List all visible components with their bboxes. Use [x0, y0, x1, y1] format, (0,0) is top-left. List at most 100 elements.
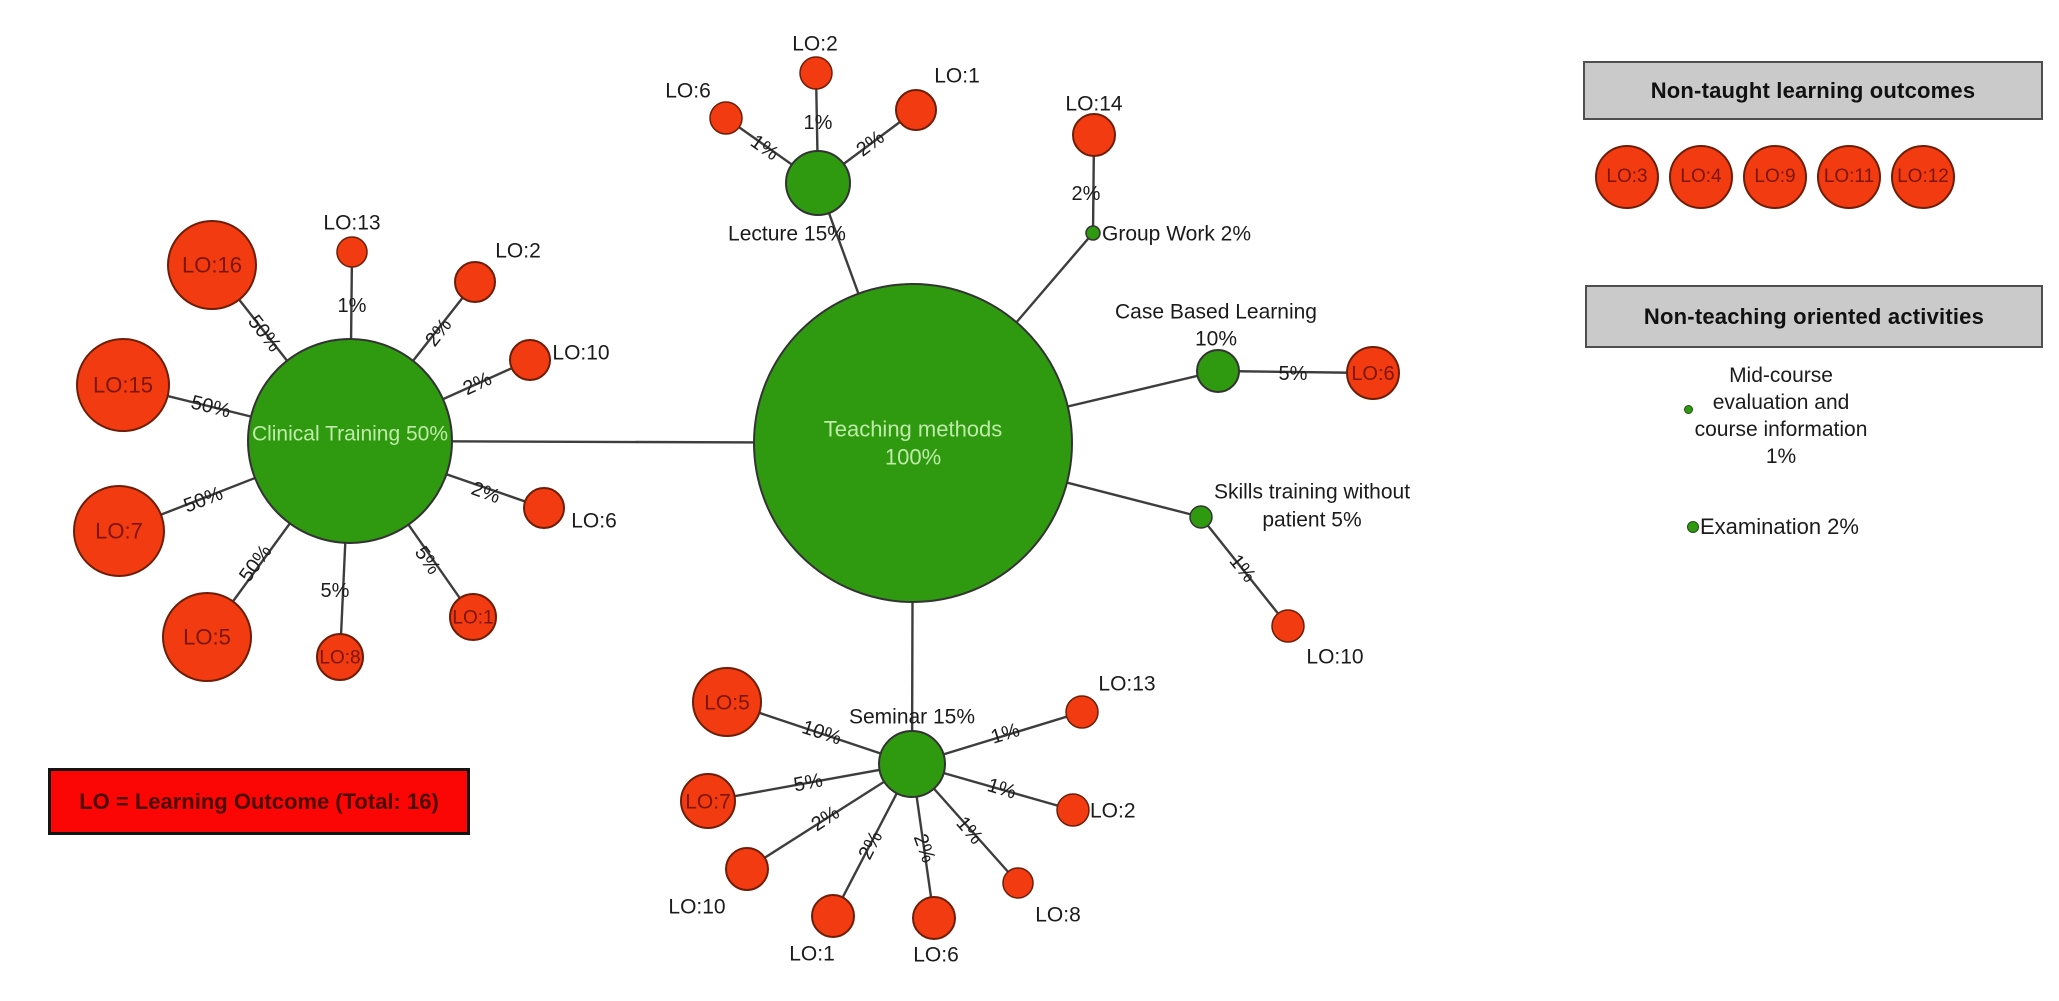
nodes-layer [73, 56, 1400, 940]
node-l-lo6 [709, 101, 743, 135]
node-label-groupwork: Group Work 2% [1102, 222, 1251, 245]
node-c-lo5 [162, 592, 252, 682]
node-c-lo10 [509, 339, 551, 381]
edge-weight-label-c-lo8: 5% [321, 580, 350, 602]
edge-weight-label-c-lo7: 50% [181, 482, 226, 517]
lo-abbreviation-note-text: LO = Learning Outcome (Total: 16) [79, 788, 439, 814]
node-label-c-lo6: LO:6 [571, 509, 617, 532]
non-taught-outcome-lo-3: LO:3 [1595, 145, 1659, 209]
node-label-teaching-line1: Teaching methods [824, 417, 1003, 442]
node-label-sem-lo10: LO:10 [668, 895, 725, 918]
node-label-l-lo2: LO:2 [792, 32, 838, 55]
node-c-lo15 [76, 338, 170, 432]
edge-weight-label-sem-lo6: 2% [909, 831, 940, 866]
non-taught-outcome-lo-12: LO:12 [1891, 145, 1955, 209]
edge-weight-label-c-lo5: 50% [235, 541, 276, 586]
node-cbl [1196, 349, 1240, 393]
node-c-lo1 [449, 593, 497, 641]
node-label-cbl-line1: Case Based Learning [1115, 300, 1317, 323]
edge-weight-label-c-lo1: 5% [410, 542, 445, 578]
non-taught-outcome-lo-4: LO:4 [1669, 145, 1733, 209]
node-c-lo16 [167, 220, 257, 310]
node-sem-lo1 [811, 894, 855, 938]
non-taught-outcome-lo-11: LO:11 [1817, 145, 1881, 209]
node-label-l-lo1: LO:1 [934, 64, 980, 87]
edge-weight-label-sk-lo10: 1% [1225, 550, 1260, 586]
midcourse-label-line3: course information [1694, 418, 1868, 441]
edge-weight-label-sem-lo2: 1% [985, 774, 1019, 804]
node-teaching [753, 283, 1073, 603]
node-label-lecture: Lecture 15% [728, 222, 846, 245]
node-label-c-lo1: LO:1 [452, 608, 493, 629]
node-sem-lo5 [692, 667, 762, 737]
edge-weight-label-c-lo15: 50% [189, 391, 233, 422]
node-sk-lo10 [1271, 609, 1305, 643]
node-g-lo14 [1072, 113, 1116, 157]
node-label-teaching-line2: 100% [885, 445, 941, 470]
node-skills [1189, 505, 1213, 529]
node-label-sem-lo2: LO:2 [1090, 799, 1136, 822]
midcourse-label-line1: Mid-course [1729, 364, 1833, 387]
node-label-skills-line1: Skills training without [1214, 480, 1410, 503]
node-label-seminar: Seminar 15% [849, 705, 975, 728]
node-label-sem-lo7: LO:7 [685, 790, 731, 813]
node-sem-lo13 [1065, 695, 1099, 729]
node-sem-lo2 [1056, 793, 1090, 827]
node-l-lo2 [799, 56, 833, 90]
node-label-skills-line2: patient 5% [1262, 508, 1361, 531]
node-lecture [785, 150, 851, 216]
node-label-c-lo10: LO:10 [552, 341, 609, 364]
node-clinical [247, 338, 453, 544]
node-label-clinical: Clinical Training 50% [252, 422, 448, 445]
edge-weight-label-c-lo6: 2% [468, 478, 503, 509]
legend-non-teaching-activities-header: Non-teaching oriented activities [1585, 285, 2043, 348]
node-label-c-lo7: LO:7 [95, 519, 143, 544]
node-c-lo8 [316, 633, 364, 681]
node-label-sem-lo1: LO:1 [789, 942, 835, 965]
node-label-cb-lo6: LO:6 [1351, 363, 1394, 385]
edge-weight-label-c-lo13: 1% [338, 295, 367, 317]
node-groupwork [1085, 225, 1101, 241]
node-c-lo6 [523, 487, 565, 529]
edge-weight-label-sem-lo7: 5% [792, 769, 825, 796]
edge-skills-sk-lo10 [1199, 515, 1290, 628]
activity-midcourse-label: Mid-course evaluation and course informati… [1651, 362, 1911, 470]
node-label-c-lo13: LO:13 [323, 211, 380, 234]
edge-weight-label-l-lo1: 2% [852, 126, 888, 161]
node-label-sem-lo8: LO:8 [1035, 903, 1081, 926]
edge-weight-label-g-lo14: 2% [1072, 183, 1101, 205]
edge-seminar-sem-lo7 [706, 762, 914, 803]
non-taught-outcomes-row: LO:3 LO:4 LO:9 LO:11 LO:12 [1595, 145, 1955, 209]
node-label-c-lo16: LO:16 [182, 253, 242, 278]
labels-layer: 50%1%2%2%2%5%5%50%50%50%1%1%2%2%5%1%10%5… [93, 32, 1410, 966]
legend-non-taught-title: Non-taught learning outcomes [1650, 77, 1976, 103]
lo-abbreviation-note-box: LO = Learning Outcome (Total: 16) [48, 768, 470, 835]
node-label-l-lo6: LO:6 [665, 79, 711, 102]
edge-weight-label-sem-lo5: 10% [799, 716, 844, 749]
node-label-c-lo15: LO:15 [93, 373, 153, 398]
activity-examination-label: Examination 2% [1700, 514, 1859, 539]
node-label-c-lo2: LO:2 [495, 239, 541, 262]
edge-weight-label-sem-lo13: 1% [988, 719, 1022, 749]
midcourse-bullet-icon [1684, 405, 1693, 414]
edge-weight-label-sem-lo1: 2% [855, 827, 888, 863]
node-label-sk-lo10: LO:10 [1306, 645, 1363, 668]
node-label-cbl-line2: 10% [1195, 327, 1237, 350]
node-sem-lo7 [680, 773, 736, 829]
midcourse-label-line2: evaluation and [1712, 391, 1850, 414]
edge-weight-label-c-lo10: 2% [460, 368, 496, 400]
midcourse-label-line4: 1% [1765, 445, 1797, 468]
node-sem-lo8 [1002, 867, 1034, 899]
node-label-c-lo5: LO:5 [183, 625, 231, 650]
node-seminar [878, 730, 946, 798]
node-c-lo2 [454, 261, 496, 303]
node-c-lo7 [73, 485, 165, 577]
activity-examination: Examination 2% [1687, 514, 1859, 539]
node-label-sem-lo5: LO:5 [704, 691, 750, 714]
node-label-c-lo8: LO:8 [319, 648, 360, 669]
node-l-lo1 [895, 89, 937, 131]
edge-weight-label-cb-lo6: 5% [1279, 363, 1308, 385]
edge-weight-label-l-lo2: 1% [804, 112, 833, 134]
